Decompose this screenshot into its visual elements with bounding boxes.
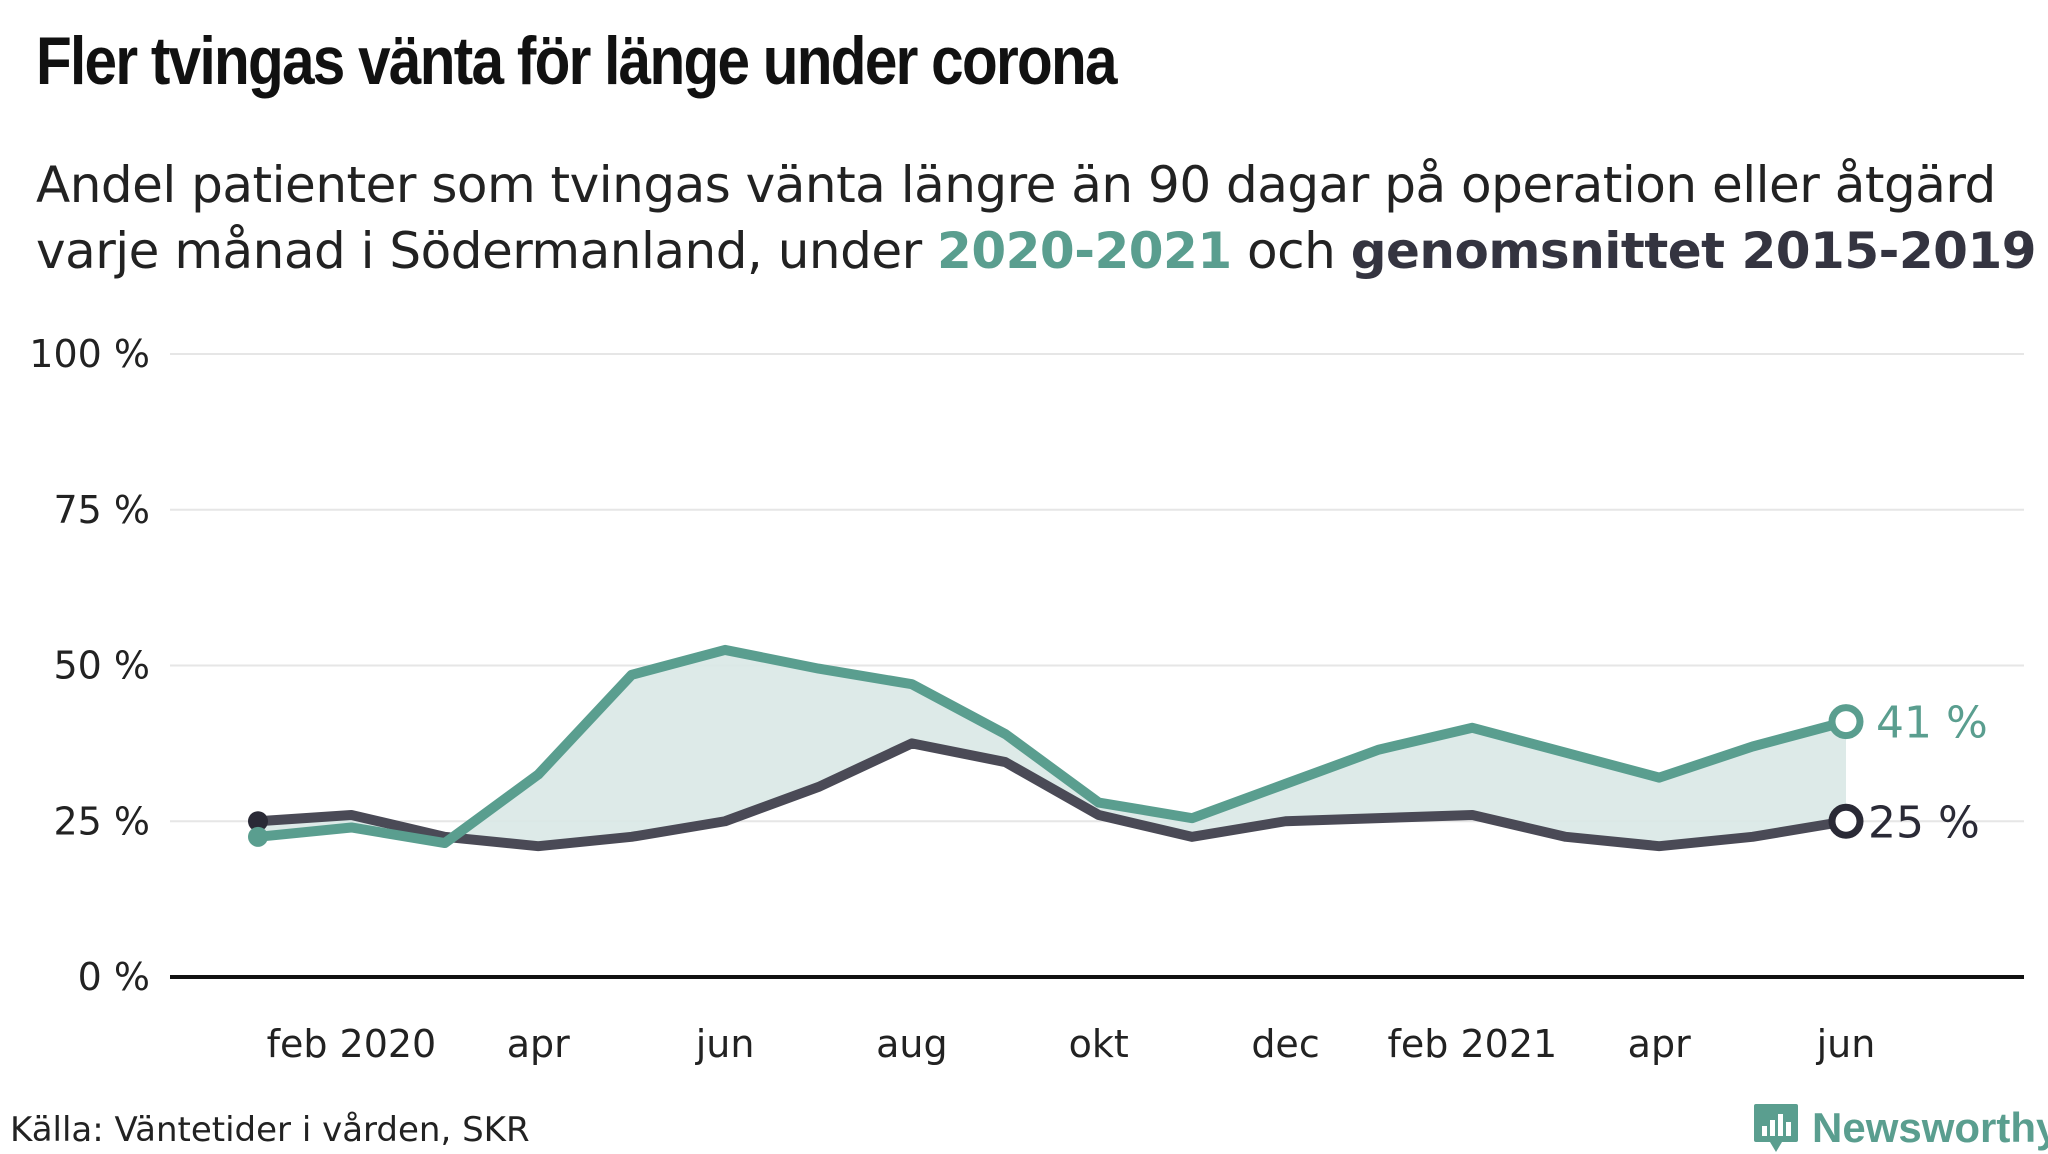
- y-tick-label: 25 %: [53, 799, 150, 843]
- difference-area: [258, 649, 1846, 847]
- series-markers: [248, 704, 1864, 847]
- x-tick-label: jun: [695, 1022, 755, 1066]
- end-point-2020-2021: [1828, 704, 1864, 740]
- x-tick-label: dec: [1251, 1022, 1319, 1066]
- x-tick-label: apr: [1628, 1022, 1691, 1066]
- chart-subtitle: Andel patienter som tvingas vänta längre…: [36, 152, 2046, 284]
- start-point-2020-2021: [248, 826, 268, 847]
- y-axis-labels: 0 % 25 % 50 % 75 % 100 %: [29, 332, 150, 999]
- x-tick-label: apr: [507, 1022, 570, 1066]
- end-labels: 41 % 25 %: [1868, 698, 1988, 849]
- y-tick-label: 0 %: [78, 955, 150, 999]
- x-tick-label: okt: [1069, 1022, 1129, 1066]
- grid: [170, 353, 2024, 979]
- x-tick-label: jun: [1816, 1022, 1876, 1066]
- source-note: Källa: Väntetider i vården, SKR: [10, 1110, 530, 1150]
- subtitle-highlight-2020-2021: 2020-2021: [937, 222, 1232, 280]
- brand-logo: Newsworthy: [1752, 1102, 2048, 1154]
- series-lines: [253, 644, 1851, 852]
- end-label-2020-2021: 41 %: [1876, 698, 1988, 749]
- subtitle-text: Andel patienter som tvingas vänta längre…: [36, 156, 1996, 280]
- series-line-average: [253, 738, 1851, 852]
- series-line-2020-2021: [253, 644, 1851, 849]
- x-tick-label: feb 2021: [1388, 1022, 1558, 1066]
- chart-title: Fler tvingas vänta för länge under coron…: [36, 23, 1118, 99]
- subtitle-highlight-average: genomsnittet 2015-2019: [1350, 222, 2037, 280]
- end-point-average: [1828, 803, 1864, 839]
- start-point-average: [248, 811, 268, 832]
- difference-area-fill: [258, 649, 1846, 847]
- x-axis-labels: feb 2020 apr jun aug okt dec feb 2021 apr jun: [267, 1022, 1876, 1066]
- y-tick-label: 75 %: [53, 488, 150, 532]
- end-label-average: 25 %: [1868, 797, 1980, 848]
- brand-name: Newsworthy: [1812, 1104, 2048, 1151]
- y-tick-label: 50 %: [53, 644, 150, 688]
- x-tick-label: feb 2020: [267, 1022, 437, 1066]
- newsworthy-logo-icon: [1754, 1104, 1798, 1152]
- x-tick-label: aug: [876, 1022, 948, 1066]
- y-tick-label: 100 %: [29, 332, 150, 376]
- subtitle-text-and: och: [1231, 222, 1351, 280]
